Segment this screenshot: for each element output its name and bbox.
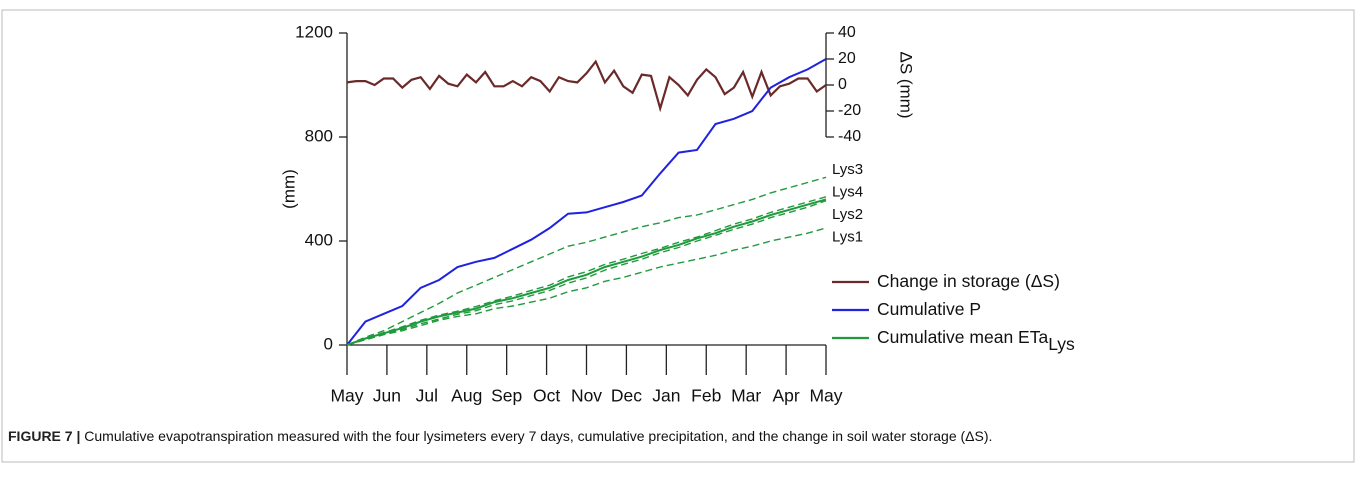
x-tick-label: May: [330, 386, 363, 406]
x-tick-label: Aug: [451, 386, 482, 406]
x-tick-label: Jan: [652, 386, 680, 406]
legend-label: Cumulative mean ETaLys: [877, 327, 1075, 354]
y-tick-label: 1200: [295, 22, 333, 41]
series-line: [346, 200, 827, 346]
series-line: [346, 176, 827, 346]
caption-label: FIGURE 7 |: [8, 428, 80, 444]
y2-tick-label: 0: [838, 76, 847, 93]
series-line: [346, 198, 827, 346]
legend-subscript: Lys: [1048, 334, 1075, 354]
legend-name: Cumulative P: [877, 299, 981, 319]
legend-label: Cumulative P: [877, 299, 981, 319]
lysimeter-label: Lys3: [832, 161, 863, 178]
y-label: (mm): [279, 169, 298, 209]
y2-tick-label: 40: [838, 24, 856, 41]
x-tick-label: Oct: [533, 386, 560, 406]
x-tick-label: May: [809, 386, 842, 406]
y-tick-label: 800: [305, 126, 333, 145]
x-tick-label: Apr: [772, 386, 799, 406]
x-tick-label: Feb: [691, 386, 721, 406]
y-tick-label: 0: [324, 334, 333, 353]
y2-tick-label: -20: [838, 102, 861, 119]
series-line: [346, 58, 827, 346]
legend-label: Change in storage (ΔS): [877, 271, 1060, 291]
x-tick-label: Sep: [491, 386, 522, 406]
x-tick-label: Jun: [373, 386, 401, 406]
lysimeter-label: Lys2: [832, 206, 863, 223]
frame: [1, 9, 1355, 463]
x-tick-label: Nov: [571, 386, 602, 406]
caption-text: Cumulative evapotranspiration measured w…: [84, 428, 992, 444]
x-tick-label: Jul: [416, 386, 438, 406]
y-tick-label: 400: [305, 230, 333, 249]
y2-label: ΔS (mm): [897, 51, 916, 118]
lysimeter-label: Lys4: [832, 183, 863, 200]
x-tick-label: Mar: [731, 386, 761, 406]
legend-name: Change in storage (ΔS): [877, 271, 1060, 291]
series-line: [346, 227, 827, 346]
legend-name: Cumulative mean ETa: [877, 327, 1048, 347]
series-line: [346, 196, 827, 346]
lysimeter-label: Lys1: [832, 228, 863, 245]
y2-tick-label: 20: [838, 50, 856, 67]
series-line: [346, 59, 827, 113]
x-tick-label: Dec: [611, 386, 642, 406]
y2-tick-label: -40: [838, 128, 861, 145]
caption: FIGURE 7 | Cumulative evapotranspiration…: [8, 428, 992, 444]
